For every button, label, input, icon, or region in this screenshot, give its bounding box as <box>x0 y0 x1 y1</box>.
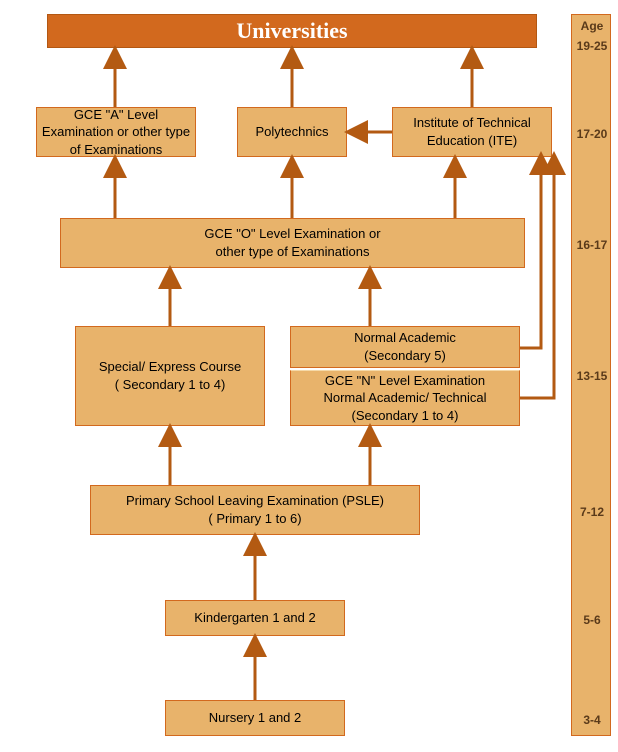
age-13-15: 13-15 <box>572 369 612 383</box>
nursery-label: Nursery 1 and 2 <box>209 709 302 727</box>
age-7-12: 7-12 <box>572 505 612 519</box>
gce-n-sub: Normal Academic/ Technical <box>323 389 486 407</box>
special-express-box: Special/ Express Course ( Secondary 1 to… <box>75 326 265 426</box>
gce-n-box: GCE "N" Level Examination Normal Academi… <box>290 370 520 426</box>
normal-academic-sub: (Secondary 5) <box>364 347 446 365</box>
gce-o-sub: other type of Examinations <box>216 243 370 261</box>
gce-o-label: GCE "O" Level Examination or <box>204 225 380 243</box>
nursery-box: Nursery 1 and 2 <box>165 700 345 736</box>
psle-box: Primary School Leaving Examination (PSLE… <box>90 485 420 535</box>
polytechnics-label: Polytechnics <box>256 123 329 141</box>
ite-label: Institute of Technical Education (ITE) <box>393 114 551 149</box>
polytechnics-box: Polytechnics <box>237 107 347 157</box>
special-express-label: Special/ Express Course <box>99 358 241 376</box>
age-5-6: 5-6 <box>572 613 612 627</box>
age-17-20: 17-20 <box>572 127 612 141</box>
age-19-25: 19-25 <box>572 39 612 53</box>
ite-box: Institute of Technical Education (ITE) <box>392 107 552 157</box>
kindergarten-box: Kindergarten 1 and 2 <box>165 600 345 636</box>
normal-academic-label: Normal Academic <box>354 329 456 347</box>
psle-sub: ( Primary 1 to 6) <box>208 510 301 528</box>
normal-academic-box: Normal Academic (Secondary 5) <box>290 326 520 368</box>
kindergarten-label: Kindergarten 1 and 2 <box>194 609 315 627</box>
gce-o-box: GCE "O" Level Examination or other type … <box>60 218 525 268</box>
age-3-4: 3-4 <box>572 713 612 727</box>
age-16-17: 16-17 <box>572 238 612 252</box>
age-column: Age 19-25 17-20 16-17 13-15 7-12 5-6 3-4 <box>571 14 611 736</box>
universities-box: Universities <box>47 14 537 48</box>
gce-a-label: GCE "A" Level Examination or other type … <box>37 106 195 159</box>
gce-n-label: GCE "N" Level Examination <box>325 372 485 390</box>
universities-label: Universities <box>236 16 347 46</box>
psle-label: Primary School Leaving Examination (PSLE… <box>126 492 384 510</box>
age-header: Age <box>572 19 612 33</box>
special-express-sub: ( Secondary 1 to 4) <box>115 376 226 394</box>
gce-n-sub2: (Secondary 1 to 4) <box>352 407 459 425</box>
gce-a-box: GCE "A" Level Examination or other type … <box>36 107 196 157</box>
